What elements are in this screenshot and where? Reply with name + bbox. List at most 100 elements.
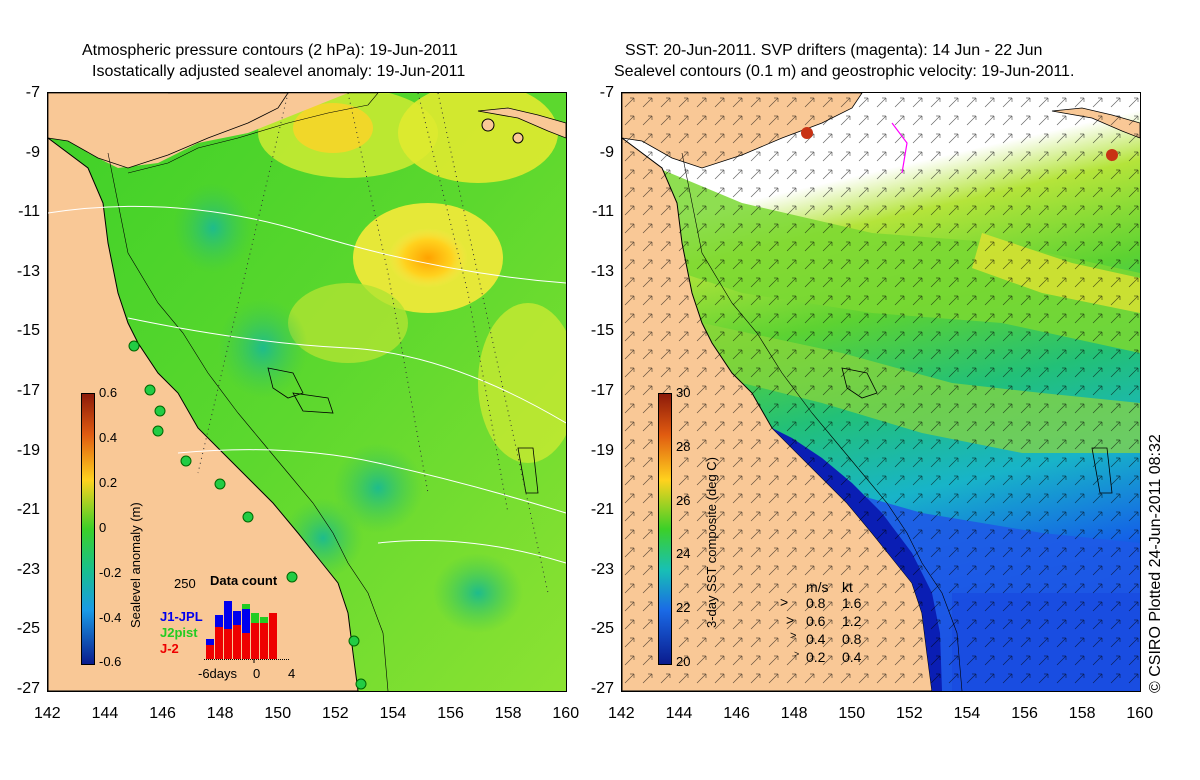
left-x-label-3: 148	[206, 705, 234, 722]
inset-ymax: 250	[174, 576, 196, 591]
right-y-label-7: -21	[590, 501, 614, 519]
inset-bar-8	[269, 613, 277, 659]
right-y-label-10: -27	[590, 680, 614, 697]
left-y-label-6: -19	[16, 441, 40, 459]
sst-map: 30 28 26 24 22 20 3-day SST composite (d…	[622, 93, 1140, 691]
left-x-label-4: 150	[264, 705, 292, 722]
left-y-label-5: -17	[16, 382, 40, 399]
inset-bar-4	[233, 611, 241, 659]
sst-colorbar	[658, 393, 672, 665]
inset-legend-j2: J-2	[160, 641, 179, 656]
right-x-label-1: 144	[665, 705, 693, 722]
inset-x-1: 0	[253, 666, 261, 681]
sst-tick-3: 24	[676, 546, 691, 561]
right-y-label-5: -17	[590, 382, 614, 399]
left-x-label-1: 144	[91, 705, 119, 722]
sealevel-tick-2: 0.2	[99, 475, 118, 490]
right-x-label-9: 160	[1126, 705, 1154, 722]
right-x-label-5: 152	[896, 705, 923, 722]
left-x-label-2: 146	[149, 705, 176, 722]
right-y-label-6: -19	[590, 441, 614, 459]
velocity-legend-kt-2: 0.8	[842, 631, 862, 647]
right-y-label-4: -15	[590, 322, 614, 340]
right-x-label-3: 148	[780, 705, 808, 722]
left-x-label-0: 142	[34, 705, 61, 722]
left-y-label-4: -15	[16, 322, 40, 340]
left-title-line1: Atmospheric pressure contours (2 hPa): 1…	[82, 42, 458, 59]
right-x-label-2: 146	[723, 705, 750, 722]
right-title-line2: Sealevel contours (0.1 m) and geostrophi…	[614, 63, 1075, 80]
inset-legend-j2pist: J2pist	[160, 625, 198, 640]
inset-bars	[204, 601, 290, 663]
velocity-arrow-icon: >	[790, 630, 797, 642]
sealevel-anomaly-map-graphic	[48, 93, 566, 691]
right-y-label-8: -23	[590, 560, 614, 578]
sealevel-tick-1: 0.4	[99, 430, 118, 445]
inset-x-2: 4	[288, 666, 296, 681]
right-y-label-3: -13	[590, 262, 614, 280]
right-y-label-9: -25	[590, 620, 614, 638]
velocity-legend-ms-0: 0.8	[806, 595, 826, 611]
right-title-line1: SST: 20-Jun-2011. SVP drifters (magenta)…	[625, 42, 1043, 59]
left-y-label-0: -7	[25, 84, 40, 101]
right-y-label-0: -7	[599, 84, 614, 101]
left-y-label-3: -13	[16, 262, 40, 280]
sst-map-graphic	[622, 93, 1140, 691]
credit-text: © CSIRO Plotted 24-Jun-2011 08:32	[1147, 434, 1164, 693]
velocity-arrow-icon: >	[786, 612, 795, 628]
inset-bar-1	[206, 639, 214, 659]
sealevel-tick-4: -0.2	[99, 565, 122, 580]
left-x-label-9: 160	[552, 705, 580, 722]
velocity-legend-ms-2: 0.4	[806, 631, 826, 647]
velocity-legend: m/s kt > 0.8 1.6 > 0.6 1.2 > 0.4 0.8 > 0…	[780, 579, 890, 671]
velocity-arrow-icon: >	[780, 594, 789, 610]
velocity-legend-ms-1: 0.6	[806, 613, 826, 629]
right-x-label-6: 154	[953, 705, 981, 722]
inset-x-0: -6days	[198, 666, 238, 681]
sst-tick-4: 22	[676, 600, 691, 615]
left-y-label-1: -9	[25, 143, 40, 161]
velocity-legend-ms-header: m/s	[806, 579, 829, 595]
sst-tick-5: 20	[676, 654, 691, 669]
left-x-label-6: 154	[379, 705, 407, 722]
left-y-label-8: -23	[16, 560, 40, 578]
inset-bar-5	[242, 604, 250, 659]
right-y-label-2: -11	[592, 203, 614, 221]
inset-bar-6	[251, 613, 259, 659]
sst-tick-2: 26	[676, 493, 691, 508]
inset-bar-2	[215, 615, 223, 659]
sealevel-tick-0: 0.6	[99, 385, 118, 400]
left-y-label-7: -21	[16, 501, 40, 519]
inset-bar-7	[260, 617, 268, 659]
velocity-arrow-icon: >	[794, 649, 800, 659]
sealevel-tick-6: -0.6	[99, 654, 122, 669]
sealevel-anomaly-map: 0.6 0.4 0.2 0 -0.2 -0.4 -0.6 Sealevel an…	[48, 93, 566, 691]
velocity-legend-kt-0: 1.6	[842, 595, 862, 611]
left-map-frame	[47, 92, 567, 692]
left-title-line2: Isostatically adjusted sealevel anomaly:…	[92, 63, 466, 80]
left-x-label-7: 156	[437, 705, 464, 722]
right-x-label-8: 158	[1068, 705, 1096, 722]
right-y-label-1: -9	[599, 143, 614, 161]
sealevel-tick-3: 0	[99, 520, 107, 535]
left-x-label-5: 152	[322, 705, 349, 722]
data-count-inset: 250 Data count J1-JPL J2pist J-2 -6days …	[156, 573, 296, 683]
sealevel-colorbar	[81, 393, 95, 665]
inset-legend-j1: J1-JPL	[160, 609, 203, 624]
left-y-label-9: -25	[16, 620, 40, 638]
sealevel-tick-5: -0.4	[99, 610, 122, 625]
left-x-label-8: 158	[494, 705, 522, 722]
velocity-legend-kt-3: 0.4	[842, 649, 862, 665]
left-y-label-10: -27	[16, 680, 40, 697]
right-map-frame	[621, 92, 1141, 692]
right-x-label-7: 156	[1011, 705, 1038, 722]
inset-bar-3	[224, 601, 232, 659]
inset-title: Data count	[210, 573, 278, 588]
velocity-legend-kt-header: kt	[842, 579, 853, 595]
sst-tick-1: 28	[676, 439, 691, 454]
velocity-legend-ms-3: 0.2	[806, 649, 826, 665]
sst-tick-0: 30	[676, 385, 691, 400]
left-y-label-2: -11	[18, 203, 40, 221]
velocity-legend-kt-1: 1.2	[842, 613, 862, 629]
right-x-label-4: 150	[838, 705, 866, 722]
